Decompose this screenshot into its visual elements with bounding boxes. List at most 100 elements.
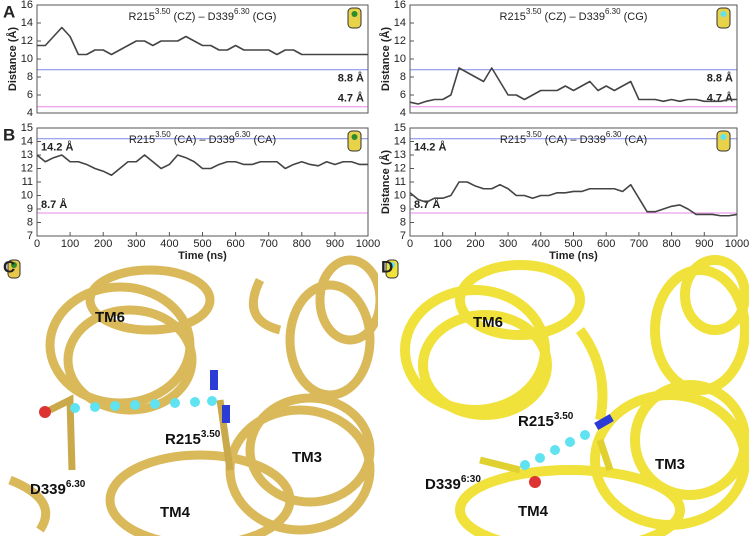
y-tick-label: 9: [400, 203, 406, 215]
chart-title: R2153.50 (CA) – D3396.30 (CA): [129, 130, 276, 146]
structure-label-part: 6:30: [461, 474, 481, 485]
plot-frame: [36, 127, 369, 237]
x-tick-label: 700: [630, 238, 648, 250]
chart-title-part: (CZ) – D339: [541, 11, 605, 23]
y-tick-label: 15: [21, 122, 33, 134]
chart-title-part: 3.50: [526, 130, 542, 139]
chart-title-part: (CA) – D339: [171, 134, 235, 146]
chart-title-part: R215: [129, 134, 155, 146]
chart-title-part: (CG): [250, 11, 277, 23]
structure-label-part: 3.50: [201, 429, 221, 440]
structure-label: TM4: [518, 503, 549, 520]
reference-label: 4.7 Å: [707, 92, 733, 105]
panel-label: C: [3, 257, 15, 276]
x-tick-label: 600: [226, 238, 244, 250]
y-tick-label: 9: [27, 203, 33, 215]
x-tick-label: 200: [466, 238, 484, 250]
structure-label-part: R215: [165, 431, 201, 448]
chart-title-part: 3.50: [526, 7, 542, 16]
x-tick-label: 800: [293, 238, 311, 250]
y-tick-label: 15: [394, 122, 406, 134]
x-tick-label: 100: [61, 238, 79, 250]
structure-label: TM3: [292, 449, 322, 466]
structure-d: [378, 255, 749, 536]
chart-title-part: (CA) – D339: [542, 134, 606, 146]
structure-label: TM6: [95, 309, 125, 326]
y-axis-label: Distance (Å): [379, 150, 392, 215]
y-tick-label: 10: [394, 189, 406, 201]
x-tick-label: 500: [193, 238, 211, 250]
reference-label: 8.8 Å: [338, 72, 364, 85]
structure-label-part: TM3: [655, 456, 685, 473]
reference-label: 8.7 Å: [41, 198, 67, 211]
x-tick-label: 0: [34, 238, 40, 250]
chart-title-part: (CA): [621, 134, 647, 146]
structure-label-part: TM6: [95, 309, 125, 326]
chart-title-part: 3.50: [155, 7, 171, 16]
chart-title-part: R215: [500, 11, 526, 23]
y-tick-label: 14: [21, 17, 33, 29]
plot-frame: [409, 4, 738, 114]
x-axis-label: Time (ns): [178, 250, 227, 262]
y-tick-label: 14: [394, 135, 406, 147]
reference-label: 14.2 Å: [41, 141, 73, 154]
panel-label: A: [3, 2, 15, 21]
series-line: [36, 154, 368, 177]
structure-label: R2153.50: [518, 411, 574, 430]
x-tick-label: 100: [434, 238, 452, 250]
structure-label: D3396:30: [425, 474, 481, 493]
x-tick-label: 400: [532, 238, 550, 250]
x-tick-label: 1000: [725, 238, 749, 250]
x-tick-label: 300: [127, 238, 145, 250]
x-tick-label: 200: [94, 238, 112, 250]
y-tick-label: 6: [27, 89, 33, 101]
structure-label: TM6: [473, 314, 503, 331]
structure-label: TM4: [160, 504, 191, 521]
y-tick-label: 4: [27, 107, 33, 119]
reference-label: 4.7 Å: [338, 92, 364, 105]
chart-title: R2153.50 (CZ) – D3396.30 (CG): [500, 7, 648, 23]
series-line: [409, 67, 737, 105]
icon-dot: [351, 134, 358, 140]
x-tick-label: 800: [662, 238, 680, 250]
y-tick-label: 7: [400, 230, 406, 242]
y-tick-label: 13: [394, 149, 406, 161]
structure-label-part: TM3: [292, 449, 322, 466]
y-tick-label: 10: [21, 189, 33, 201]
icon: [716, 7, 731, 29]
chart-title-part: (CA): [250, 134, 276, 146]
panel-label: B: [3, 125, 15, 144]
x-axis-label: Time (ns): [549, 250, 598, 262]
reference-label: 8.8 Å: [707, 72, 733, 85]
structure-label-part: 6.30: [66, 479, 86, 490]
y-tick-label: 11: [395, 176, 406, 188]
x-tick-label: 600: [597, 238, 615, 250]
structure-label-part: R215: [518, 413, 554, 430]
reference-label: 8.7 Å: [414, 198, 440, 211]
y-axis-label: Distance (Å): [6, 27, 19, 92]
chart-title-part: 3.50: [155, 130, 171, 139]
y-tick-label: 12: [394, 35, 406, 47]
icon-dot: [351, 11, 358, 17]
plot-frame: [36, 4, 369, 114]
chart-title-part: R215: [500, 134, 526, 146]
y-tick-label: 6: [400, 89, 406, 101]
y-tick-label: 16: [21, 0, 33, 11]
icon-dot: [720, 11, 727, 17]
y-tick-label: 12: [21, 35, 33, 47]
chart-title-part: (CG): [621, 11, 648, 23]
chart-title: R2153.50 (CA) – D3396.30 (CA): [500, 130, 647, 146]
y-tick-label: 4: [400, 107, 406, 119]
y-tick-label: 8: [27, 216, 33, 228]
chart-title-part: 6.30: [234, 7, 250, 16]
y-tick-label: 11: [22, 176, 33, 188]
x-tick-label: 400: [160, 238, 178, 250]
y-tick-label: 12: [21, 162, 33, 174]
chart-title-part: 6.30: [605, 7, 621, 16]
y-tick-label: 8: [27, 71, 33, 83]
structure-label: TM3: [655, 456, 685, 473]
y-tick-label: 8: [400, 71, 406, 83]
x-tick-label: 700: [260, 238, 278, 250]
structure-label-part: TM4: [160, 504, 191, 521]
